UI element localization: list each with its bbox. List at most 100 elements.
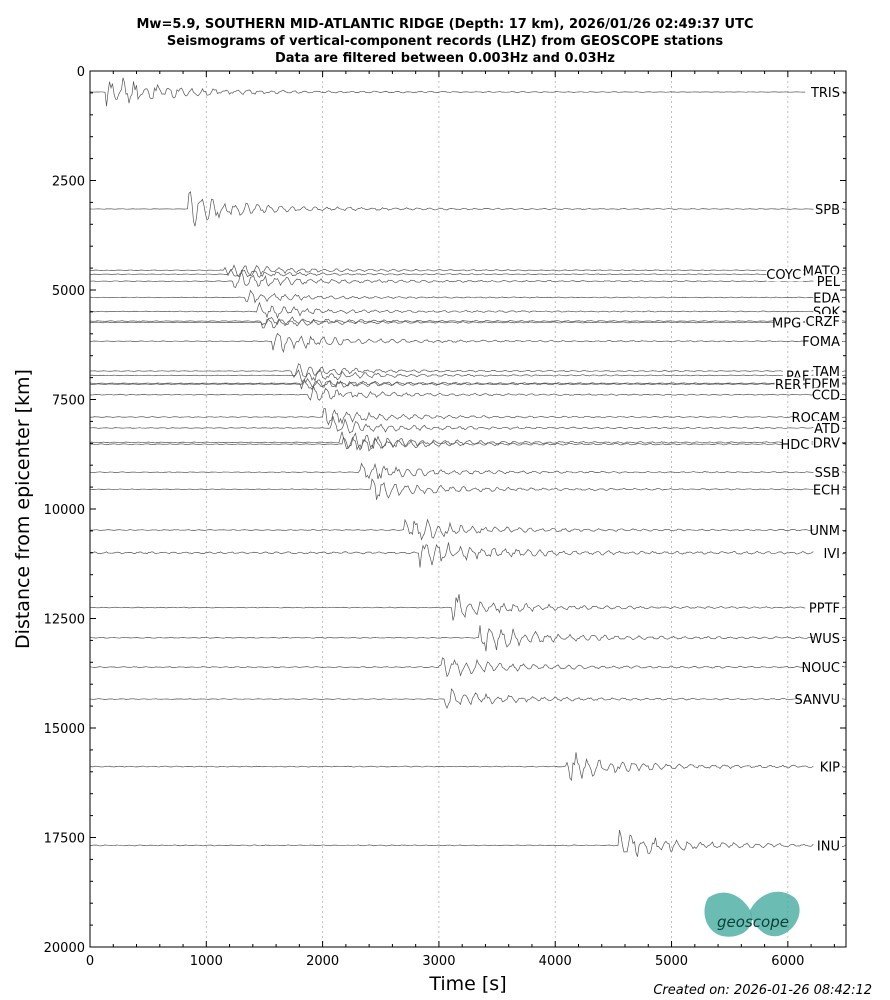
station-label-bg: [805, 660, 842, 675]
station-label-bg: [813, 201, 842, 216]
trace-sanvu: [89, 688, 846, 710]
station-label-rer: RER: [775, 378, 801, 393]
trace-pel: [89, 271, 847, 289]
station-label-bg: [813, 435, 842, 450]
trace-mpg: [89, 318, 847, 329]
trace-eda: [90, 289, 847, 304]
trace-paf: [89, 368, 847, 386]
y-tick-label: 20000: [44, 941, 85, 956]
station-label-bg: [813, 545, 842, 560]
x-tick-label: 2000: [306, 954, 339, 969]
station-label-unm: UNM: [810, 524, 840, 539]
trace-pptf: [89, 594, 847, 621]
station-label-bg: [813, 759, 842, 774]
station-label-kip: KIP: [820, 761, 840, 776]
axis-ticks: 0 1000 2000 3000 4000 5000 6000 0 2500 5000 7500 10…: [44, 65, 846, 969]
station-label-hdc: HDC: [781, 438, 810, 453]
station-label-bg: [813, 630, 842, 645]
chart-title-line-1: Mw=5.9, SOUTHERN MID-ATLANTIC RIDGE (Dep…: [136, 17, 754, 32]
x-tick-label: 5000: [655, 954, 688, 969]
station-label-bg: [782, 437, 812, 452]
station-label-ccd: CCD: [812, 389, 840, 404]
station-label-bg: [797, 692, 842, 707]
y-tick-label: 0: [77, 65, 85, 80]
trace-sok: [89, 301, 847, 319]
station-label-bg: [813, 364, 842, 379]
trace-crzf: [89, 316, 847, 326]
created-on-footer: Created on: 2026-01-26 08:42:12: [653, 983, 872, 998]
x-tick-label: 1000: [190, 954, 223, 969]
trace-ech: [89, 478, 847, 500]
station-label-bg: [813, 387, 842, 402]
station-label-coyc: COYC: [766, 268, 801, 283]
station-label-bg: [805, 334, 842, 349]
logo-shape-left: [704, 892, 753, 937]
trace-kip: [89, 752, 847, 782]
x-tick-label: 4000: [539, 954, 572, 969]
y-tick-label: 15000: [44, 722, 85, 737]
y-axis-label: Distance from epicenter [km]: [12, 369, 34, 649]
station-label-foma: FOMA: [802, 335, 840, 350]
logo-shape-right: [750, 891, 800, 937]
trace-ccd: [89, 385, 847, 401]
trace-tris: [89, 77, 847, 107]
x-tick-label: 6000: [771, 954, 804, 969]
station-label-ech: ECH: [813, 483, 840, 498]
trace-atd: [89, 416, 847, 434]
trace-unm: [89, 518, 847, 541]
station-label-mpg: MPG: [772, 316, 801, 331]
y-tick-label: 2500: [52, 175, 85, 190]
y-tick-label: 5000: [52, 284, 85, 299]
trace-rer: [89, 378, 847, 390]
y-tick-label: 7500: [52, 394, 85, 409]
station-label-bg: [813, 482, 842, 497]
trace-hdc: [89, 436, 847, 452]
chart-title-line-2: Seismograms of vertical-component record…: [166, 34, 724, 49]
station-label-bg: [797, 410, 842, 425]
station-label-bg: [774, 315, 804, 330]
station-label-inu: INU: [817, 839, 840, 854]
y-tick-label: 10000: [44, 503, 85, 518]
trace-spb: [89, 191, 847, 227]
station-label-nouc: NOUC: [801, 661, 840, 676]
chart-title-line-3: Data are filtered between 0.003Hz and 0.…: [274, 51, 616, 66]
station-label-spb: SPB: [815, 203, 840, 218]
trace-coyc: [89, 268, 847, 278]
geoscope-logo: geoscope: [704, 891, 800, 937]
station-label-tris: TRIS: [810, 86, 840, 101]
station-label-crzf: CRZF: [806, 315, 841, 330]
trace-inu: [89, 829, 847, 857]
station-label-bg: [813, 420, 842, 435]
trace-mato: [89, 264, 847, 278]
station-label-bg: [813, 465, 842, 480]
y-tick-label: 17500: [44, 832, 85, 847]
trace-tam: [89, 363, 847, 378]
station-label-bg: [805, 600, 842, 615]
station-label-bg: [766, 267, 804, 282]
trace-foma: [89, 332, 847, 354]
trace-fdfm: [89, 377, 847, 390]
trace-wus: [89, 625, 847, 652]
trace-rocam: [89, 408, 847, 426]
station-label-drv: DRV: [813, 436, 840, 451]
station-label-atd: ATD: [814, 422, 840, 437]
x-axis-label: Time [s]: [428, 973, 506, 995]
trace-ivi: [89, 542, 847, 568]
vertical-grid: [205, 71, 789, 947]
trace-ssb: [89, 462, 847, 480]
seismogram-traces: [89, 77, 847, 857]
station-label-bg: [813, 290, 842, 305]
logo-text: geoscope: [717, 913, 789, 931]
trace-drv: [89, 431, 847, 450]
y-tick-label: 12500: [44, 613, 85, 628]
station-label-pptf: PPTF: [809, 602, 840, 617]
station-label-eda: EDA: [813, 291, 840, 306]
station-label-tam: TAM: [812, 365, 840, 380]
x-tick-label: 3000: [422, 954, 455, 969]
station-label-sanvu: SANVU: [794, 693, 840, 708]
x-tick-label: 0: [86, 954, 94, 969]
station-label-bg: [813, 523, 842, 538]
station-label-ivi: IVI: [823, 547, 840, 562]
station-label-bg: [805, 314, 842, 329]
